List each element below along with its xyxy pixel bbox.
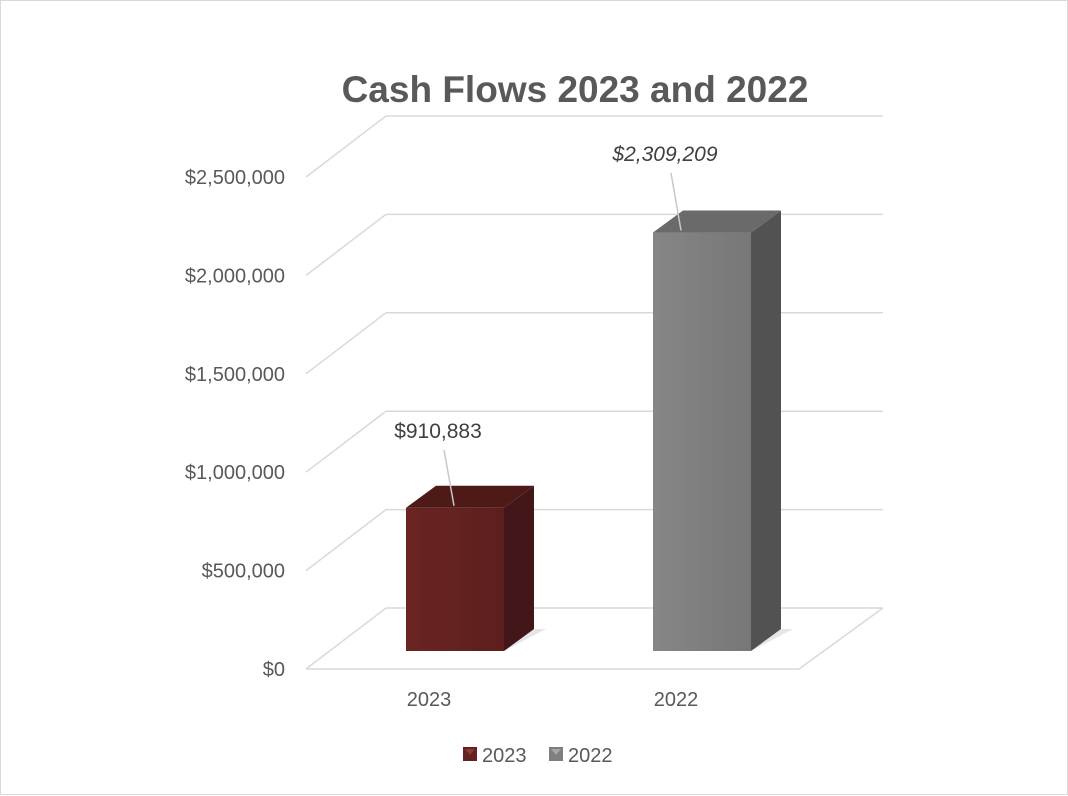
bar-side-face (504, 485, 534, 651)
y-tick-label: $1,000,000 (185, 462, 285, 484)
bar-2023[interactable] (406, 485, 546, 651)
legend-label: 2022 (568, 745, 613, 767)
side-wall-gridline (305, 312, 387, 375)
legend-item-2022[interactable]: 2022 (549, 745, 613, 767)
legend-swatch-highlight (465, 749, 475, 755)
y-tick-label: $0 (263, 659, 285, 681)
legend-label: 2023 (482, 745, 527, 767)
bar-top-face (653, 210, 781, 233)
category-label-2022: 2022 (654, 689, 699, 711)
gridlines (305, 115, 884, 670)
data-label-leader (670, 172, 682, 231)
legend-item-2023[interactable]: 2023 (463, 745, 527, 767)
y-tick-label: $500,000 (202, 561, 285, 583)
side-wall-gridline (305, 115, 387, 178)
data-label-2022: $2,309,209 (611, 143, 717, 166)
bar-side-face (751, 210, 781, 651)
y-tick-label: $2,500,000 (185, 167, 285, 189)
side-wall-gridline (305, 410, 387, 473)
y-tick-label: $2,000,000 (185, 265, 285, 287)
bar-top-face (406, 485, 534, 508)
y-axis-tick-labels: $0 $500,000 $1,000,000 $1,500,000 $2,000,000… (185, 167, 285, 681)
x-axis-category-labels: 2023 2022 (407, 689, 699, 711)
data-labels: $910,883 $2,309,209 (394, 143, 718, 506)
category-label-2023: 2023 (407, 689, 452, 711)
bar-front-face (406, 507, 504, 651)
floor-right-edge (798, 607, 884, 670)
bar-2022[interactable] (653, 210, 793, 651)
legend-swatch-highlight (551, 749, 561, 755)
data-label-2023: $910,883 (394, 420, 482, 443)
bars (406, 210, 793, 651)
side-wall-gridline (305, 213, 387, 276)
side-wall-gridline (305, 607, 387, 670)
legend[interactable]: 2023 2022 (463, 745, 613, 767)
y-tick-label: $1,500,000 (185, 364, 285, 386)
data-label-leader (443, 449, 455, 506)
chart-title: Cash Flows 2023 and 2022 (342, 69, 809, 110)
side-wall-gridline (305, 509, 387, 572)
bar-front-face (653, 232, 751, 651)
